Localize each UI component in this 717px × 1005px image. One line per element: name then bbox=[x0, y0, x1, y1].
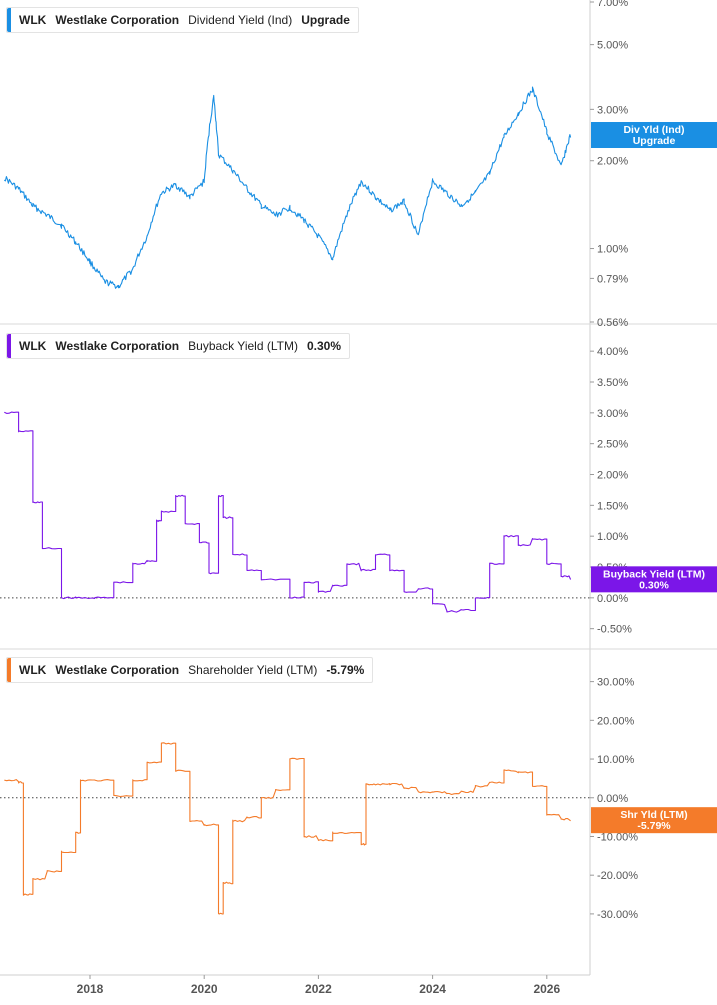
series-line bbox=[4, 411, 572, 613]
value-badge-label: Upgrade bbox=[633, 135, 676, 147]
y-tick-label: 20.00% bbox=[597, 715, 635, 727]
series-line bbox=[4, 742, 571, 915]
y-tick-label: -0.50% bbox=[597, 624, 632, 636]
y-tick-label: 7.00% bbox=[597, 0, 628, 9]
y-tick-label: 1.00% bbox=[597, 244, 628, 256]
legend-value: Upgrade bbox=[301, 13, 350, 27]
legend-company: Westlake Corporation bbox=[55, 663, 180, 677]
series-line bbox=[3, 86, 572, 289]
y-tick-label: 0.56% bbox=[597, 317, 628, 329]
legend-color-swatch bbox=[7, 8, 11, 32]
x-tick-label: 2020 bbox=[191, 982, 218, 996]
y-tick-label: 5.00% bbox=[597, 40, 628, 52]
y-tick-label: 3.00% bbox=[597, 104, 628, 116]
legend-value: -5.79% bbox=[326, 663, 365, 677]
y-tick-label: 0.00% bbox=[597, 793, 628, 805]
y-tick-label: 3.50% bbox=[597, 377, 628, 389]
y-tick-label: -30.00% bbox=[597, 909, 638, 921]
y-tick-label: 2.00% bbox=[597, 156, 628, 168]
legend-metric: Dividend Yield (Ind) bbox=[188, 13, 293, 27]
value-badge bbox=[591, 122, 717, 149]
legend-dividend-yield: WLK Westlake Corporation Dividend Yield … bbox=[6, 7, 359, 33]
y-tick-label: -10.00% bbox=[597, 831, 638, 843]
legend-ticker: WLK bbox=[19, 13, 47, 27]
y-tick-label: 1.00% bbox=[597, 531, 628, 543]
legend-ticker: WLK bbox=[19, 663, 47, 677]
y-tick-label: -20.00% bbox=[597, 870, 638, 882]
y-tick-label: 0.79% bbox=[597, 273, 628, 285]
legend-company: Westlake Corporation bbox=[55, 339, 180, 353]
value-badge bbox=[591, 807, 717, 834]
value-badge-label: Buyback Yield (LTM) bbox=[603, 568, 705, 580]
value-badge bbox=[591, 566, 717, 593]
legend-company: Westlake Corporation bbox=[55, 13, 180, 27]
legend-ticker: WLK bbox=[19, 339, 47, 353]
x-tick-label: 2022 bbox=[305, 982, 332, 996]
legend-metric: Buyback Yield (LTM) bbox=[188, 339, 298, 353]
legend-buyback-yield: WLK Westlake Corporation Buyback Yield (… bbox=[6, 333, 350, 359]
value-badge-label: Div Yld (Ind) bbox=[623, 124, 684, 136]
x-tick-label: 2018 bbox=[77, 982, 104, 996]
legend-shareholder-yield: WLK Westlake Corporation Shareholder Yie… bbox=[6, 657, 374, 683]
y-tick-label: 2.50% bbox=[597, 439, 628, 451]
y-tick-label: 3.00% bbox=[597, 408, 628, 420]
panel-3: -30.00% -20.00% -10.00% 0.00% 10.00% 20.00% 30… bbox=[0, 677, 717, 921]
panel-1: 0.56% 0.79% 1.00% 2.00% 3.00% 5.00% 7.00% Div Y… bbox=[3, 0, 717, 329]
y-tick-label: 4.00% bbox=[597, 346, 628, 358]
x-tick-label: 2024 bbox=[419, 982, 446, 996]
legend-color-swatch bbox=[7, 658, 11, 682]
legend-color-swatch bbox=[7, 334, 11, 358]
y-tick-label: 10.00% bbox=[597, 754, 635, 766]
x-tick-label: 2026 bbox=[533, 982, 560, 996]
y-tick-label: 2.00% bbox=[597, 470, 628, 482]
y-tick-label: 30.00% bbox=[597, 677, 635, 689]
legend-value: 0.30% bbox=[306, 339, 341, 353]
value-badge-label: Shr Yld (LTM) bbox=[620, 809, 687, 821]
value-badge-label: 0.30% bbox=[639, 579, 669, 591]
value-badge-label: -5.79% bbox=[637, 820, 671, 832]
legend-metric: Shareholder Yield (LTM) bbox=[188, 663, 318, 677]
y-tick-label: 1.50% bbox=[597, 500, 628, 512]
panel-2: -0.50%0.00%0.50%1.00%1.50%2.00%2.50%3.00… bbox=[0, 346, 717, 636]
y-tick-label: 0.00% bbox=[597, 593, 628, 605]
